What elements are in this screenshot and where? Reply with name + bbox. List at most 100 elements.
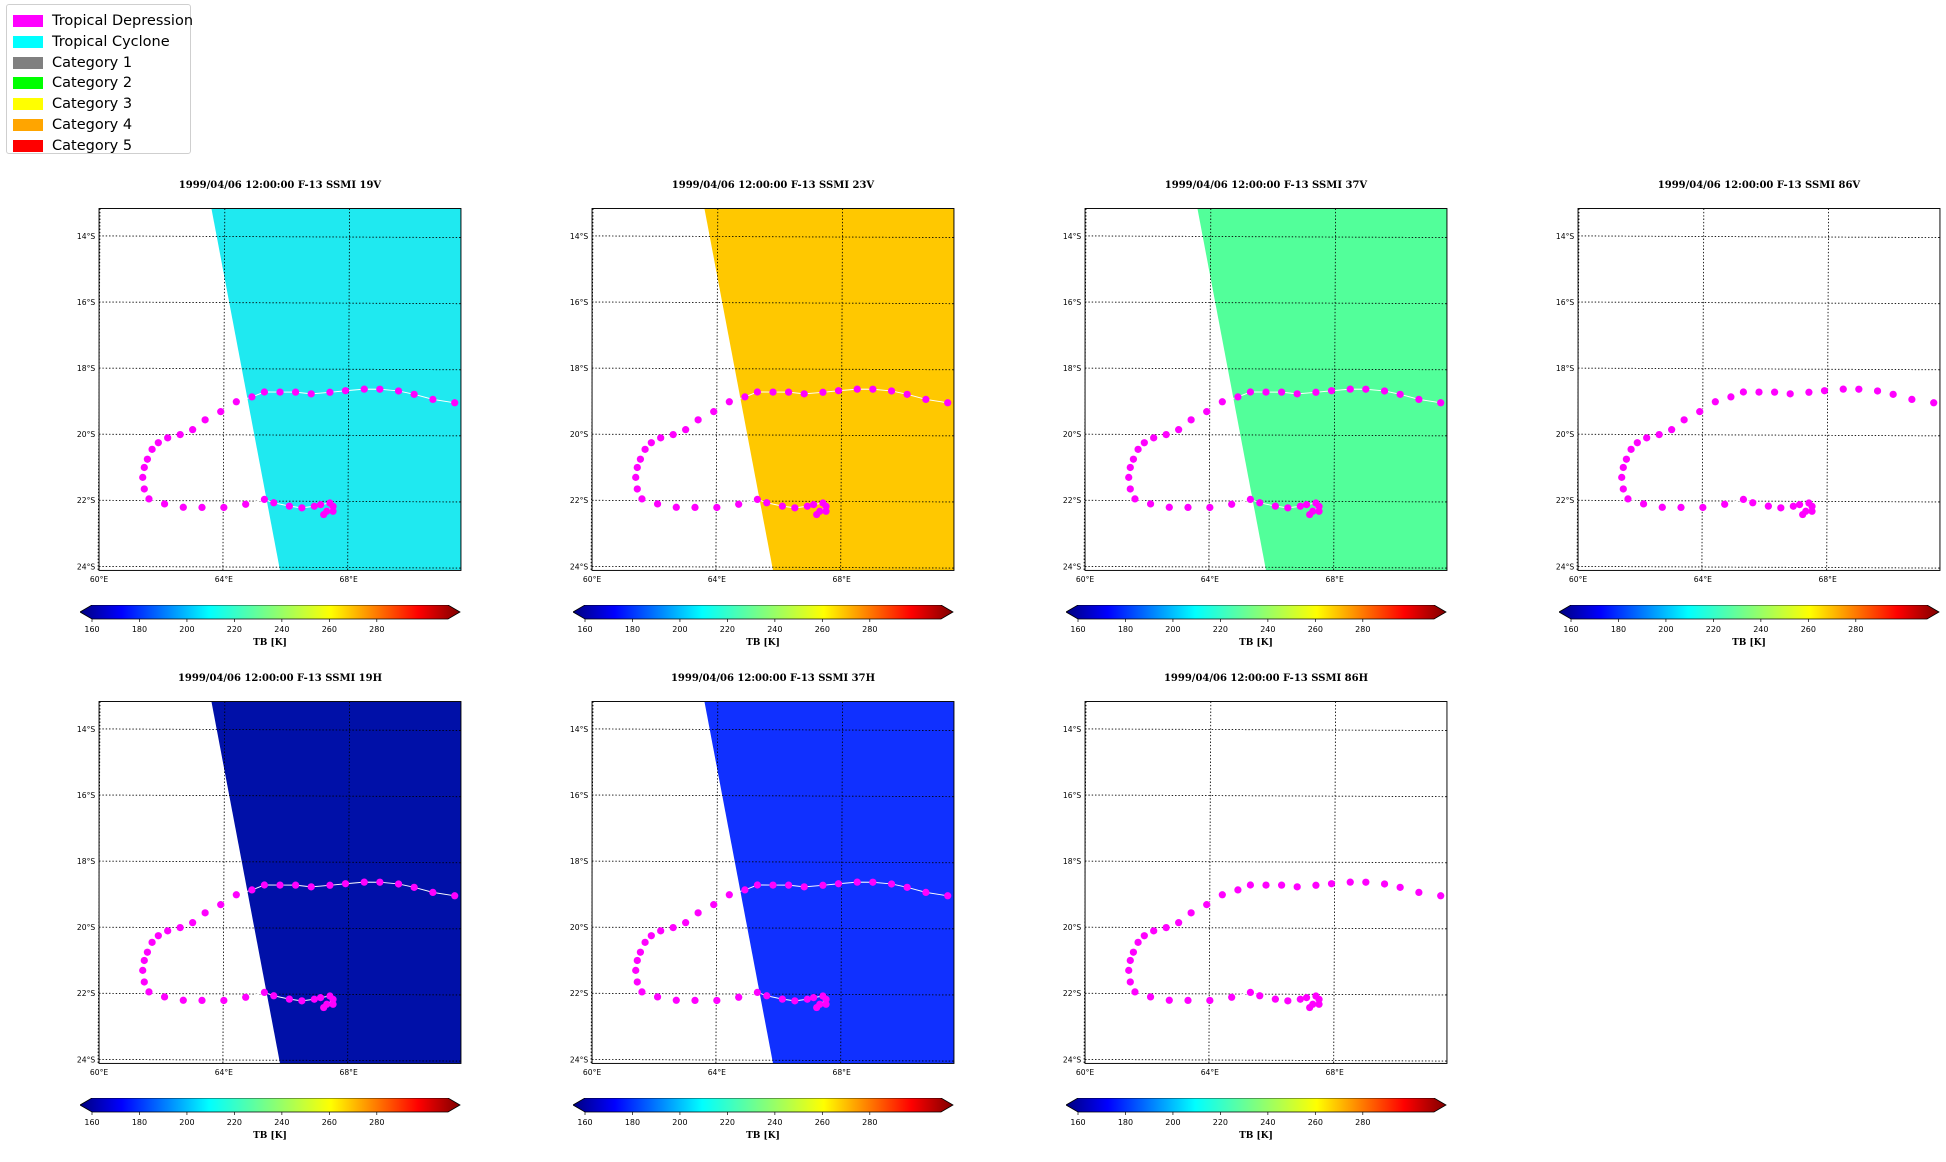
track-point <box>791 504 799 512</box>
track-point <box>1930 399 1938 407</box>
map-view[interactable]: 14°S 16°S 18°S 20°S 22°S 24°S 60°E 64°E 68°E <box>1063 687 1466 1077</box>
latitude-gridline <box>99 728 461 731</box>
track-point <box>1246 495 1255 504</box>
panel-1: 1999/04/06 12:00:00 F-13 SSMI 23V 14°S 16°… <box>570 180 973 660</box>
track-point <box>1312 388 1320 396</box>
map-view[interactable]: 14°S 16°S 18°S 20°S 22°S 24°S 60°E 64°E 68°E <box>570 194 973 584</box>
colorbar-tick-label: 200 <box>672 625 687 634</box>
latitude-gridline <box>1578 499 1940 503</box>
longitude-gridline <box>1208 208 1212 571</box>
map-svg[interactable]: 14°S 16°S 18°S 20°S 22°S 24°S 60°E 64°E 68°E <box>77 687 480 1097</box>
colorbar-tick-label: 280 <box>1848 625 1863 634</box>
track-point <box>816 1000 824 1008</box>
latitude-label: 14°S <box>570 232 588 241</box>
track-point <box>778 995 786 1003</box>
latitude-label: 14°S <box>77 725 95 734</box>
track-point <box>1711 398 1719 406</box>
colorbar-tick-label: 240 <box>767 1118 782 1127</box>
colorbar-tick-label: 260 <box>815 625 830 634</box>
panel-title: 1999/04/06 12:00:00 F-13 SSMI 37H <box>670 673 876 684</box>
track-point <box>1234 393 1242 401</box>
latitude-label: 14°S <box>570 725 588 734</box>
latitude-label: 24°S <box>77 1055 95 1064</box>
track-point <box>691 503 699 512</box>
latitude-label: 22°S <box>1063 496 1081 505</box>
legend-label: Category 4 <box>52 117 133 133</box>
track-point <box>260 881 269 889</box>
track-point <box>429 395 437 403</box>
track-point <box>1309 507 1317 515</box>
colorbar: 160 180 200 220 240 260 280 TB [K] <box>79 1097 480 1141</box>
track-point <box>632 473 640 481</box>
map-view[interactable]: 14°S 16°S 18°S 20°S 22°S 24°S 60°E 64°E 68°E <box>570 687 973 1077</box>
colorbar-tick-label: 240 <box>1753 625 1768 634</box>
latitude-label: 16°S <box>1556 298 1574 307</box>
latitude-gridline <box>592 860 954 864</box>
longitude-gridline <box>1701 208 1705 571</box>
track-point <box>822 1000 830 1008</box>
swath-field <box>704 208 954 571</box>
colorbar: 160 180 200 220 240 260 280 TB [K] <box>572 1097 973 1141</box>
map-svg[interactable]: 14°S 16°S 18°S 20°S 22°S 24°S 60°E 64°E 68°E <box>1063 687 1466 1097</box>
track-point <box>1655 430 1663 439</box>
longitude-label: 68°E <box>339 1068 357 1077</box>
colorbar-tick-label: 280 <box>369 1118 384 1127</box>
track-point <box>1228 500 1236 508</box>
colorbar-gradient <box>79 604 461 620</box>
longitude-label: 60°E <box>1076 575 1094 584</box>
map-svg[interactable]: 14°S 16°S 18°S 20°S 22°S 24°S 60°E 64°E 68°E <box>1556 194 1946 604</box>
latitude-label: 24°S <box>77 562 95 571</box>
map-frame <box>98 208 462 571</box>
track-point <box>1808 502 1816 510</box>
track-point <box>1727 393 1735 401</box>
latitude-label: 18°S <box>1063 364 1081 373</box>
track-point <box>1218 891 1226 899</box>
panel-2: 1999/04/06 12:00:00 F-13 SSMI 37V 14°S 16°… <box>1063 180 1466 660</box>
track-point <box>1150 434 1158 442</box>
map-svg[interactable]: 14°S 16°S 18°S 20°S 22°S 24°S 60°E 64°E 68°E <box>77 194 480 604</box>
track-point <box>1699 503 1707 512</box>
track-point <box>176 430 184 439</box>
track-point <box>903 883 911 891</box>
track-point <box>672 503 680 511</box>
colorbar-tick-label: 160 <box>1070 625 1085 634</box>
track-point <box>869 878 877 886</box>
map-view[interactable]: 14°S 16°S 18°S 20°S 22°S 24°S 60°E 64°E 68°E <box>77 194 480 584</box>
track-point <box>298 504 306 512</box>
track-point <box>1802 507 1810 515</box>
map-view[interactable]: 14°S 16°S 18°S 20°S 22°S 24°S 60°E 64°E 68°E <box>77 687 480 1077</box>
longitude-label: 60°E <box>583 575 601 584</box>
map-view[interactable]: 14°S 16°S 18°S 20°S 22°S 24°S 60°E 64°E 68°E <box>1556 194 1946 584</box>
track-point <box>1721 500 1729 508</box>
legend-item: Category 4 <box>13 115 132 135</box>
longitude-label: 68°E <box>832 1068 850 1077</box>
map-svg[interactable]: 14°S 16°S 18°S 20°S 22°S 24°S 60°E 64°E 68°E <box>570 194 973 604</box>
track-point <box>1175 426 1183 434</box>
latitude-gridline <box>592 926 954 930</box>
latitude-gridline <box>592 367 954 371</box>
track-point <box>176 923 184 932</box>
latitude-gridline <box>99 1058 461 1062</box>
colorbar-tick-label: 200 <box>1165 625 1180 634</box>
colorbar-label: TB [K] <box>746 638 780 647</box>
latitude-gridline <box>1085 860 1447 864</box>
track-point <box>201 416 209 424</box>
track-point <box>298 997 306 1005</box>
track-point <box>410 390 418 398</box>
track-point <box>1126 485 1134 493</box>
track-point <box>1165 503 1173 511</box>
latitude-label: 24°S <box>1063 1055 1081 1064</box>
track-point <box>1622 455 1631 463</box>
latitude-label: 14°S <box>1063 725 1081 734</box>
map-svg[interactable]: 14°S 16°S 18°S 20°S 22°S 24°S 60°E 64°E 68°E <box>1063 194 1466 604</box>
track-point <box>164 927 172 935</box>
colorbar-gradient <box>572 1097 954 1113</box>
latitude-gridline <box>592 794 954 798</box>
track-point <box>1175 919 1183 927</box>
swath-field <box>1197 208 1447 571</box>
map-view[interactable]: 14°S 16°S 18°S 20°S 22°S 24°S 60°E 64°E 68°E <box>1063 194 1466 584</box>
map-svg[interactable]: 14°S 16°S 18°S 20°S 22°S 24°S 60°E 64°E 68°E <box>570 687 973 1097</box>
colorbar-tick-label: 160 <box>1070 1118 1085 1127</box>
colorbar-tick-label: 180 <box>132 1118 147 1127</box>
track-point <box>1134 445 1142 453</box>
